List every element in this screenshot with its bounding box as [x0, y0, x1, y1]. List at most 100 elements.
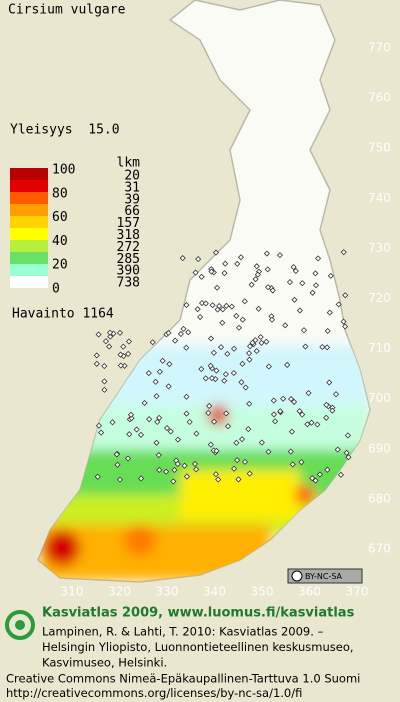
observation-marker — [255, 305, 262, 312]
observation-marker — [235, 476, 242, 483]
observation-marker — [308, 419, 315, 426]
observation-marker — [156, 368, 163, 375]
observation-marker — [213, 447, 220, 454]
observation-marker — [268, 316, 276, 323]
northing-label: 680 — [368, 491, 391, 505]
observation-marker — [171, 466, 178, 474]
observation-marker — [95, 331, 102, 338]
observation-marker — [154, 418, 161, 425]
easting-label: 340 — [203, 585, 226, 599]
observation-marker — [174, 460, 181, 467]
observation-marker — [265, 284, 272, 291]
observation-marker — [337, 471, 344, 478]
observation-marker — [116, 476, 124, 483]
observation-marker — [252, 337, 259, 344]
observation-marker — [316, 471, 323, 478]
observation-marker — [195, 256, 202, 263]
legend-scale-label: 80 — [52, 186, 68, 201]
observation-marker — [101, 363, 108, 370]
observation-marker — [246, 350, 253, 357]
observation-marker — [172, 337, 179, 344]
legend-swatch — [10, 180, 48, 192]
observation-marker — [254, 271, 261, 278]
observation-marker — [282, 322, 289, 329]
observation-marker — [258, 339, 265, 346]
northing-label: 670 — [368, 542, 391, 556]
observation-marker — [309, 475, 316, 482]
observation-marker — [170, 478, 177, 485]
observation-marker — [312, 282, 320, 289]
observation-marker — [221, 270, 228, 277]
observation-marker — [193, 430, 200, 437]
observation-marker — [117, 351, 124, 358]
observation-marker — [217, 344, 225, 351]
legend-count: 285 — [117, 252, 140, 267]
observation-marker — [137, 431, 145, 438]
observation-marker — [263, 338, 270, 345]
observation-marker — [206, 402, 213, 410]
observation-marker — [209, 302, 216, 309]
legend-scale-label: 100 — [52, 163, 75, 178]
legend-count: 31 — [124, 180, 140, 195]
observation-marker — [253, 263, 260, 270]
observation-marker — [298, 459, 305, 466]
observation-marker — [245, 426, 252, 433]
observation-marker — [329, 407, 336, 414]
observation-marker — [174, 436, 182, 443]
legend-count: 157 — [117, 216, 140, 231]
observation-marker — [319, 343, 326, 351]
observation-marker — [291, 296, 298, 303]
observation-marker — [179, 255, 186, 262]
observation-marker — [106, 343, 113, 350]
observation-marker — [183, 302, 190, 309]
observation-marker — [141, 399, 148, 407]
observation-marker — [156, 414, 163, 421]
observation-marker — [153, 439, 160, 446]
legend-swatch — [10, 228, 48, 240]
frequency-label: Yleisyys 15.0 — [10, 123, 120, 138]
observation-marker — [214, 306, 221, 313]
observation-marker — [296, 408, 303, 415]
observation-marker — [304, 421, 311, 428]
observation-marker — [233, 439, 240, 446]
observation-marker — [248, 281, 255, 288]
legend-swatch — [10, 168, 48, 180]
brand-link[interactable]: Kasviatlas 2009, www.luomus.fi/kasviatla… — [42, 606, 355, 621]
observation-marker — [223, 410, 230, 417]
observation-marker — [228, 303, 235, 310]
abundance-overlay — [40, 345, 370, 580]
observation-marker — [95, 422, 102, 429]
observation-marker — [332, 391, 340, 398]
legend-swatch — [10, 216, 48, 228]
observation-marker — [288, 428, 295, 435]
observation-marker — [214, 284, 221, 291]
observation-marker — [335, 301, 342, 308]
observation-marker — [326, 379, 333, 386]
observation-marker — [234, 260, 241, 267]
observation-marker — [225, 423, 232, 430]
observation-label: Havainto 1164 — [12, 307, 114, 322]
observation-marker — [185, 329, 192, 336]
observation-marker — [239, 360, 246, 367]
easting-label: 330 — [156, 585, 179, 599]
observation-marker — [257, 333, 264, 341]
observation-marker — [290, 264, 297, 271]
observation-marker — [289, 461, 296, 468]
easting-label: 350 — [251, 585, 274, 599]
observation-marker — [323, 401, 330, 408]
observation-marker — [224, 350, 231, 357]
observation-marker — [342, 323, 349, 330]
observation-marker — [324, 344, 331, 351]
observation-marker — [198, 365, 205, 373]
observation-marker — [253, 347, 260, 355]
observation-marker — [231, 465, 238, 472]
observation-marker — [345, 454, 352, 461]
observation-marker — [93, 360, 100, 367]
observation-marker — [114, 461, 121, 468]
observation-marker — [246, 343, 254, 350]
observation-marker — [133, 426, 140, 433]
license-badge-text: BY-NC-SA — [305, 572, 343, 581]
observation-marker — [234, 457, 241, 464]
observation-marker — [113, 451, 120, 458]
